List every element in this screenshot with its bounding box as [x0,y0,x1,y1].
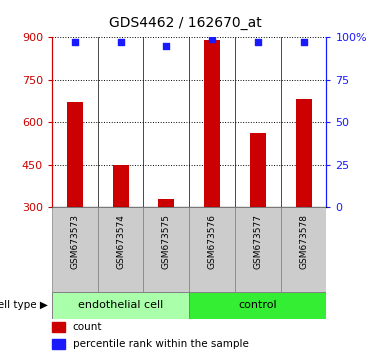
Text: control: control [239,300,277,310]
Bar [67,102,83,207]
Text: count: count [73,322,102,332]
Bar [52,339,65,349]
Bar [158,199,174,207]
Point [118,39,124,45]
Bar [204,40,220,207]
Bar [98,207,144,292]
Bar [52,207,98,292]
Text: GSM673575: GSM673575 [162,214,171,269]
Bar [235,207,281,292]
Bar [189,292,326,319]
Text: GSM673578: GSM673578 [299,214,308,269]
Bar [52,292,189,319]
Point [209,36,215,42]
Bar [52,322,65,332]
Bar [112,165,129,207]
Bar [296,99,312,207]
Bar [144,207,189,292]
Text: GSM673573: GSM673573 [70,214,79,269]
Bar [189,207,235,292]
Text: GSM673574: GSM673574 [116,214,125,269]
Text: endothelial cell: endothelial cell [78,300,163,310]
Point [255,39,261,45]
Point [163,43,169,48]
Text: GDS4462 / 162670_at: GDS4462 / 162670_at [109,16,262,30]
Text: GSM673577: GSM673577 [253,214,262,269]
Point [301,39,306,45]
Point [72,39,78,45]
Bar [281,207,326,292]
Bar [250,133,266,207]
Text: GSM673576: GSM673576 [208,214,217,269]
Text: cell type ▶: cell type ▶ [0,300,48,310]
Text: percentile rank within the sample: percentile rank within the sample [73,339,249,349]
